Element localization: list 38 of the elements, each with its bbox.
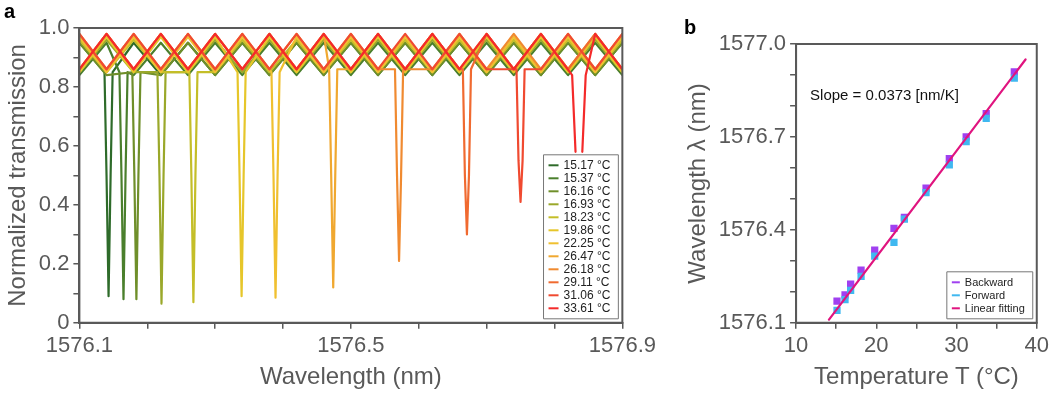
x-tick-label: 30 (944, 332, 969, 358)
x-tick-label: 20 (864, 332, 889, 358)
y-axis-title: Wavelength λ (nm) (683, 83, 711, 284)
y-tick-label: 1576.4 (718, 215, 787, 241)
legend-label: 31.06 °C (563, 288, 611, 303)
annotation: Slope = 0.0373 [nm/K] (810, 86, 959, 104)
x-axis-title: Wavelength (nm) (259, 362, 442, 390)
legend-label: 15.17 °C (563, 158, 611, 173)
y-tick-label: 1577.0 (718, 30, 787, 56)
legend-label: 19.86 °C (563, 223, 611, 238)
y-tick-label: 0.4 (38, 190, 70, 216)
y-tick-label: 1576.1 (718, 308, 787, 334)
y-tick-label: 0.6 (38, 131, 70, 157)
y-tick-label: 0 (57, 308, 70, 334)
x-axis-title: Temperature T (°C) (814, 362, 1019, 390)
y-axis-title: Normalized transmission (3, 44, 31, 307)
legend-label: 26.18 °C (563, 262, 611, 277)
legend-label: Backward (964, 275, 1014, 288)
legend-label: 16.16 °C (563, 184, 611, 199)
x-tick-label: 1576.5 (317, 332, 385, 358)
legend-label: 15.37 °C (563, 171, 611, 186)
y-tick-label: 0.8 (38, 73, 70, 99)
legend-label: 26.47 °C (563, 249, 611, 264)
legend-label: Forward (964, 288, 1006, 301)
chart-title: b (684, 15, 697, 38)
y-tick-label: 1576.7 (718, 123, 787, 148)
chart-title: a (4, 0, 16, 22)
legend-label: 33.61 °C (563, 301, 611, 316)
x-tick-label: 10 (783, 332, 809, 358)
legend-label: 16.93 °C (563, 197, 611, 212)
y-tick-label: 1.0 (38, 14, 70, 40)
x-tick-label: 1576.9 (588, 332, 656, 358)
legend-label: 18.23 °C (563, 210, 611, 225)
x-tick-label: 40 (1024, 332, 1050, 358)
legend-label: 22.25 °C (563, 236, 611, 251)
y-tick-label: 0.2 (38, 249, 70, 275)
legend-label: 29.11 °C (563, 275, 610, 290)
legend-label: Linear fitting (964, 301, 1025, 314)
